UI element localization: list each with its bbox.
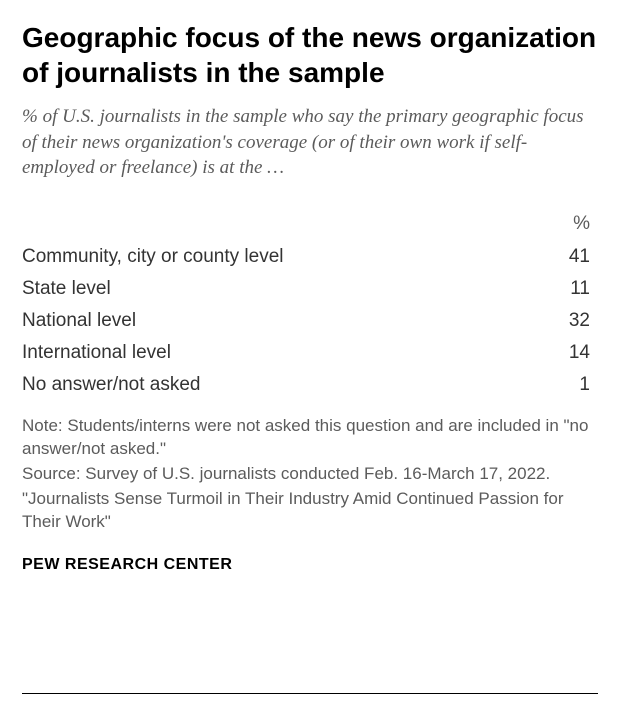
note-text: Note: Students/interns were not asked th… xyxy=(22,415,598,461)
table-row: Community, city or county level 41 xyxy=(22,241,598,273)
row-label: State level xyxy=(22,273,540,305)
row-label: National level xyxy=(22,305,540,337)
chart-subtitle: % of U.S. journalists in the sample who … xyxy=(22,104,598,181)
row-value: 41 xyxy=(540,241,598,273)
table-row: International level 14 xyxy=(22,337,598,369)
row-label: No answer/not asked xyxy=(22,369,540,401)
row-value: 14 xyxy=(540,337,598,369)
column-header-percent: % xyxy=(540,209,598,241)
row-value: 32 xyxy=(540,305,598,337)
table-row: No answer/not asked 1 xyxy=(22,369,598,401)
table-row: State level 11 xyxy=(22,273,598,305)
chart-title: Geographic focus of the news organizatio… xyxy=(22,20,598,90)
chart-notes: Note: Students/interns were not asked th… xyxy=(22,415,598,534)
data-table: % Community, city or county level 41 Sta… xyxy=(22,209,598,401)
row-value: 1 xyxy=(540,369,598,401)
source-text: Source: Survey of U.S. journalists condu… xyxy=(22,463,598,486)
row-label: International level xyxy=(22,337,540,369)
table-row: National level 32 xyxy=(22,305,598,337)
report-text: "Journalists Sense Turmoil in Their Indu… xyxy=(22,488,598,534)
bottom-rule xyxy=(22,693,598,694)
attribution: PEW RESEARCH CENTER xyxy=(22,556,598,574)
row-label: Community, city or county level xyxy=(22,241,540,273)
row-value: 11 xyxy=(540,273,598,305)
